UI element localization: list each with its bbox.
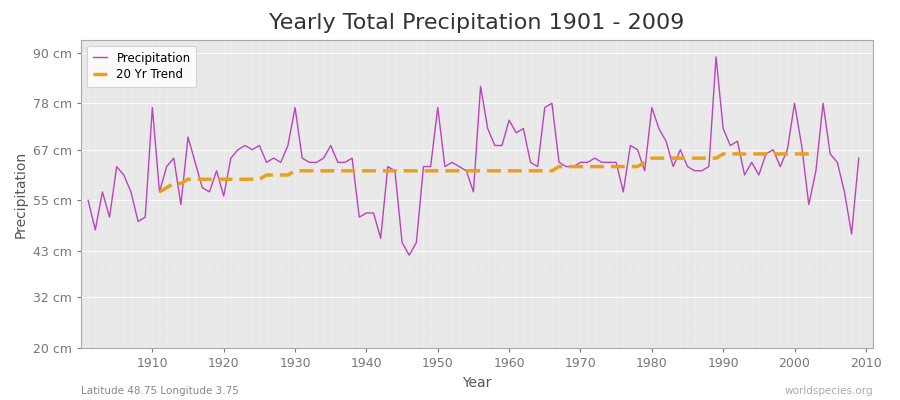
- Line: Precipitation: Precipitation: [88, 57, 859, 255]
- Precipitation: [597, 160, 608, 165]
- Precipitation: [404, 253, 415, 258]
- Title: Yearly Total Precipitation 1901 - 2009: Yearly Total Precipitation 1901 - 2009: [269, 13, 685, 33]
- Y-axis label: Precipitation: Precipitation: [14, 150, 27, 238]
- 20 Yr Trend: [675, 156, 686, 160]
- Precipitation: [711, 54, 722, 59]
- Text: Latitude 48.75 Longitude 3.75: Latitude 48.75 Longitude 3.75: [81, 386, 239, 396]
- Precipitation: [504, 118, 515, 122]
- Precipitation: [853, 156, 864, 160]
- 20 Yr Trend: [718, 152, 729, 156]
- 20 Yr Trend: [482, 168, 493, 173]
- 20 Yr Trend: [611, 164, 622, 169]
- Text: worldspecies.org: worldspecies.org: [785, 386, 873, 396]
- Precipitation: [297, 156, 308, 160]
- 20 Yr Trend: [239, 177, 250, 182]
- 20 Yr Trend: [811, 152, 822, 156]
- Line: 20 Yr Trend: 20 Yr Trend: [159, 154, 816, 192]
- X-axis label: Year: Year: [463, 376, 491, 390]
- Legend: Precipitation, 20 Yr Trend: Precipitation, 20 Yr Trend: [87, 46, 196, 87]
- Precipitation: [140, 215, 150, 220]
- Precipitation: [511, 130, 522, 135]
- Precipitation: [339, 160, 350, 165]
- Precipitation: [83, 198, 94, 203]
- 20 Yr Trend: [154, 190, 165, 194]
- 20 Yr Trend: [261, 173, 272, 178]
- 20 Yr Trend: [290, 168, 301, 173]
